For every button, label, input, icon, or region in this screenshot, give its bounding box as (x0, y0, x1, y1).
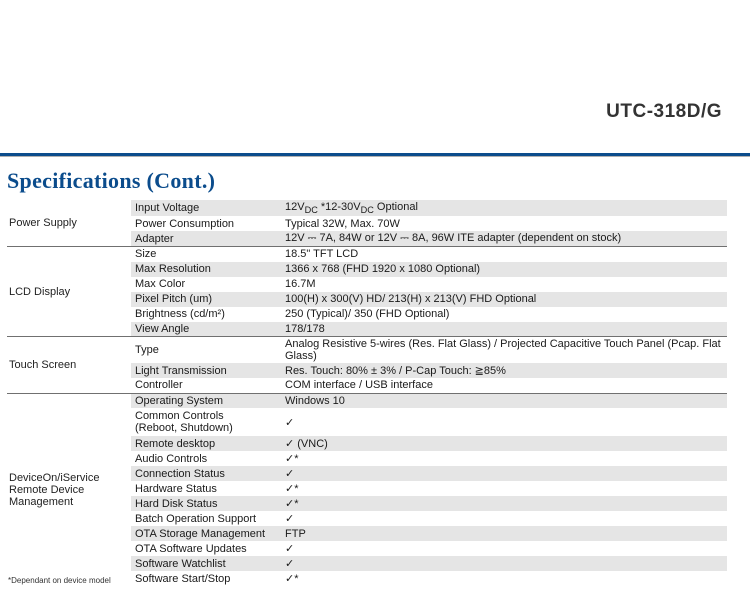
spec-table-wrapper: Power SupplyInput Voltage12VDC *12-30VDC… (7, 200, 727, 586)
spec-label: Size (131, 247, 281, 262)
spec-label: Pixel Pitch (um) (131, 292, 281, 307)
spec-label: Power Consumption (131, 216, 281, 231)
spec-value: 178/178 (281, 322, 727, 337)
spec-value: ✓ (281, 541, 727, 556)
spec-value: ✓ (281, 466, 727, 481)
spec-label: Hardware Status (131, 481, 281, 496)
table-row: Power SupplyInput Voltage12VDC *12-30VDC… (7, 200, 727, 216)
spec-label: Adapter (131, 231, 281, 247)
spec-value: ✓* (281, 451, 727, 466)
spec-label: Common Controls(Reboot, Shutdown) (131, 408, 281, 436)
spec-label: Software Start/Stop (131, 571, 281, 586)
spec-label: OTA Storage Management (131, 526, 281, 541)
spec-value: FTP (281, 526, 727, 541)
footnote: *Dependant on device model (8, 576, 111, 585)
spec-value: 12VDC *12-30VDC Optional (281, 200, 727, 216)
spec-value: 1366 x 768 (FHD 1920 x 1080 Optional) (281, 262, 727, 277)
spec-value: 18.5" TFT LCD (281, 247, 727, 262)
spec-value: 12V ⎓ 7A, 84W or 12V ⎓ 8A, 96W ITE adapt… (281, 231, 727, 247)
spec-value: ✓ (281, 408, 727, 436)
spec-label: Connection Status (131, 466, 281, 481)
spec-label: Software Watchlist (131, 556, 281, 571)
spec-value: Analog Resistive 5-wires (Res. Flat Glas… (281, 337, 727, 364)
spec-value: 16.7M (281, 277, 727, 292)
spec-label: Audio Controls (131, 451, 281, 466)
spec-label: View Angle (131, 322, 281, 337)
spec-value: Windows 10 (281, 393, 727, 408)
spec-label: Hard Disk Status (131, 496, 281, 511)
spec-label: Brightness (cd/m²) (131, 307, 281, 322)
spec-value: ✓ (281, 556, 727, 571)
spec-label: Max Color (131, 277, 281, 292)
spec-label: OTA Software Updates (131, 541, 281, 556)
section-name: Power Supply (7, 200, 131, 247)
spec-label: Remote desktop (131, 436, 281, 451)
section-name: Touch Screen (7, 337, 131, 394)
spec-value: 100(H) x 300(V) HD/ 213(H) x 213(V) FHD … (281, 292, 727, 307)
spec-label: Light Transmission (131, 363, 281, 378)
header-rule-thin (0, 156, 750, 157)
section-name: LCD Display (7, 247, 131, 337)
table-row: LCD DisplaySize18.5" TFT LCD (7, 247, 727, 262)
table-row: Touch ScreenTypeAnalog Resistive 5-wires… (7, 337, 727, 364)
spec-value: Typical 32W, Max. 70W (281, 216, 727, 231)
spec-label: Type (131, 337, 281, 364)
model-number: UTC-318D/G (606, 101, 722, 123)
spec-value: Res. Touch: 80% ± 3% / P-Cap Touch: ≧85% (281, 363, 727, 378)
spec-value: ✓* (281, 496, 727, 511)
section-name: DeviceOn/iService Remote Device Manageme… (7, 393, 131, 586)
spec-table: Power SupplyInput Voltage12VDC *12-30VDC… (7, 200, 727, 586)
spec-label: Batch Operation Support (131, 511, 281, 526)
spec-label: Operating System (131, 393, 281, 408)
page-title: Specifications (Cont.) (7, 168, 215, 194)
spec-value: ✓* (281, 481, 727, 496)
spec-label: Max Resolution (131, 262, 281, 277)
spec-value: ✓* (281, 571, 727, 586)
table-row: DeviceOn/iService Remote Device Manageme… (7, 393, 727, 408)
spec-label: Input Voltage (131, 200, 281, 216)
spec-value: ✓ (281, 511, 727, 526)
spec-label: Controller (131, 378, 281, 393)
spec-value: 250 (Typical)/ 350 (FHD Optional) (281, 307, 727, 322)
spec-value: COM interface / USB interface (281, 378, 727, 393)
spec-value: ✓ (VNC) (281, 436, 727, 451)
